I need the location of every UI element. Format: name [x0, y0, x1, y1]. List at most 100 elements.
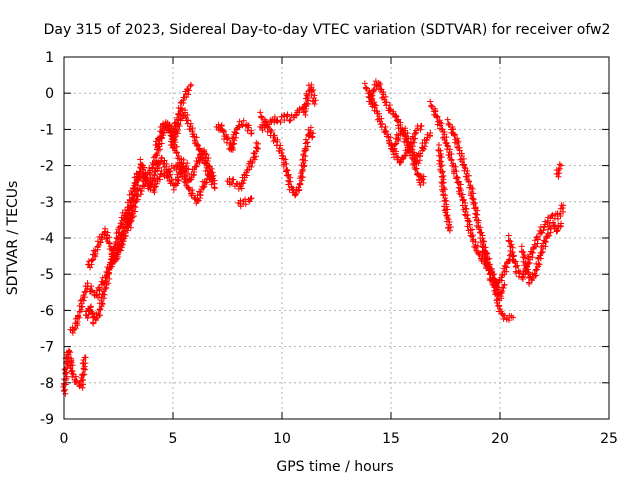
data-point: [187, 120, 194, 127]
data-point: [518, 248, 525, 255]
data-point: [195, 146, 202, 153]
data-point: [106, 240, 113, 247]
data-point: [80, 292, 87, 299]
y-tick-label: 1: [45, 50, 54, 66]
data-point: [469, 195, 476, 202]
data-point: [94, 244, 101, 251]
data-point: [308, 81, 315, 88]
data-point: [472, 238, 479, 245]
data-point: [161, 157, 168, 164]
data-point: [248, 163, 255, 170]
data-point: [417, 181, 424, 188]
data-point: [548, 212, 555, 219]
data-point: [230, 140, 237, 147]
data-point: [123, 224, 130, 231]
data-point: [185, 87, 192, 94]
data-point: [545, 226, 552, 233]
data-point: [243, 172, 250, 179]
data-point: [498, 310, 505, 317]
data-point: [367, 101, 374, 108]
data-point: [137, 160, 144, 167]
data-point: [190, 172, 197, 179]
data-point: [187, 82, 194, 89]
data-point: [258, 113, 265, 120]
data-point: [386, 107, 393, 114]
data-point: [382, 123, 389, 130]
data-point: [529, 277, 536, 284]
data-point: [230, 176, 237, 183]
data-point: [90, 320, 97, 327]
data-point: [445, 120, 452, 127]
data-point: [170, 186, 177, 193]
data-point: [287, 178, 294, 185]
data-point: [383, 128, 390, 135]
data-point: [458, 150, 465, 157]
data-point: [189, 125, 196, 132]
data-point: [94, 238, 101, 245]
data-point: [81, 354, 88, 361]
data-point: [435, 141, 442, 148]
data-point: [516, 270, 523, 277]
data-point: [470, 190, 477, 197]
data-point: [448, 151, 455, 158]
data-point: [193, 163, 200, 170]
data-point: [126, 207, 133, 214]
data-point: [117, 247, 124, 254]
series-track-7: [167, 107, 218, 192]
data-point: [184, 112, 191, 119]
data-point: [169, 144, 176, 151]
data-point: [99, 301, 106, 308]
data-point: [560, 202, 567, 209]
data-point: [453, 174, 460, 181]
data-point: [376, 82, 383, 89]
data-point: [200, 184, 207, 191]
data-point: [133, 191, 140, 198]
data-point: [420, 175, 427, 182]
data-point: [88, 308, 95, 315]
x-tick-label: 5: [169, 431, 178, 447]
data-point: [62, 386, 69, 393]
series-track-16: [388, 125, 434, 167]
y-tick-label: -3: [40, 195, 54, 211]
y-tick-label: -5: [40, 267, 54, 283]
data-point: [100, 295, 107, 302]
data-point: [496, 302, 503, 309]
data-point: [506, 238, 513, 245]
data-point: [71, 326, 78, 333]
data-point: [465, 178, 472, 185]
data-point: [397, 121, 404, 128]
data-point: [454, 179, 461, 186]
data-point: [134, 196, 141, 203]
data-point: [393, 117, 400, 124]
data-point: [194, 197, 201, 204]
data-point: [463, 206, 470, 213]
data-point: [173, 149, 180, 156]
data-point: [555, 167, 562, 174]
data-point: [481, 253, 488, 260]
data-point: [289, 186, 296, 193]
data-point: [510, 252, 517, 259]
data-point: [224, 134, 231, 141]
data-point: [480, 238, 487, 245]
x-tick-label: 25: [600, 431, 618, 447]
data-point: [462, 202, 469, 209]
data-point: [172, 182, 179, 189]
data-point: [211, 184, 218, 191]
data-point: [526, 280, 533, 287]
data-point: [93, 317, 100, 324]
data-point: [302, 153, 309, 160]
data-point: [535, 260, 542, 267]
data-point: [540, 227, 547, 234]
data-point: [558, 162, 565, 169]
data-point: [148, 164, 155, 171]
data-point: [446, 227, 453, 234]
data-point: [542, 243, 549, 250]
data-point: [373, 108, 380, 115]
data-point: [438, 162, 445, 169]
data-point: [469, 226, 476, 233]
data-point: [257, 109, 264, 116]
data-point: [541, 224, 548, 231]
data-point: [79, 371, 86, 378]
data-point: [413, 127, 420, 134]
